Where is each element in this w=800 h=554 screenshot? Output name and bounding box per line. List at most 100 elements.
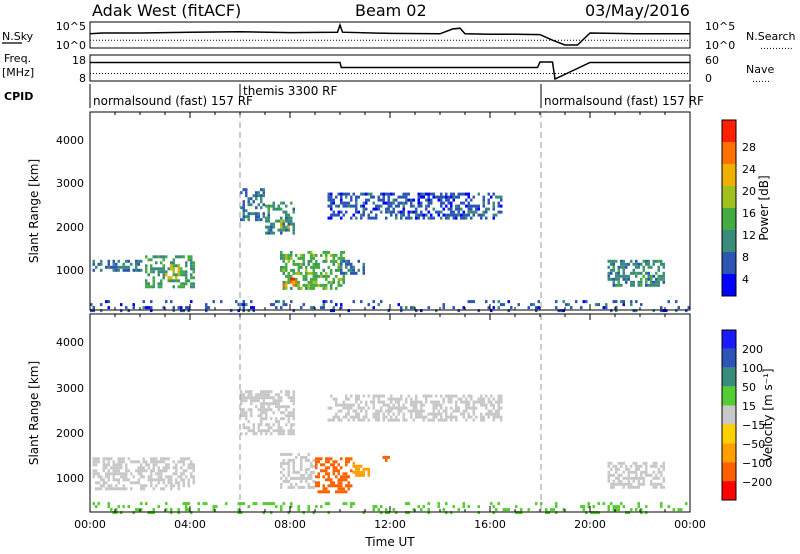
power-cells-cell-482: [347, 259, 350, 263]
power-cells-cell-481: [345, 271, 348, 275]
power-cells-cell-516: [335, 195, 338, 199]
power-cells-cell-173: [242, 218, 245, 222]
power-cells-cell-216: [265, 204, 268, 208]
power-cells-cell-1077: [555, 300, 558, 304]
power-cells-cell-377: [310, 277, 313, 281]
vel-cells-cell-1203: [450, 511, 453, 515]
power-cells-cell-404: [317, 283, 320, 287]
vel-cells-cell-534: [322, 484, 325, 488]
power-cells-cell-647: [407, 198, 410, 202]
vel-cells-cell-1029: [632, 479, 635, 483]
vel-cells-cell-152: [152, 487, 155, 491]
power-cells-cell-628: [397, 210, 400, 214]
power-cells-cell-176: [245, 194, 248, 198]
power-cells-cell-76: [160, 255, 163, 259]
power-cells-cell-598: [382, 201, 385, 205]
power-cells-cell-86: [162, 267, 165, 271]
power-cells-cell-705: [437, 210, 440, 214]
cpid-segment-2: themis 3300 RF: [243, 84, 337, 98]
power-cells-cell-22: [117, 268, 120, 272]
power-cells-cell-949: [92, 309, 95, 313]
vel-cells-cell-700: [365, 403, 368, 407]
vel-cells-cell-68: [117, 460, 120, 464]
power-cells-cell-640: [402, 213, 405, 217]
vel-cells-cell-787: [410, 403, 413, 407]
power-cells-cell-814: [495, 195, 498, 199]
power-cells-cell-618: [392, 201, 395, 205]
power-cells-cell-1061: [492, 306, 495, 310]
vel-cells-cell-424: [292, 411, 295, 415]
power-cells-cell-839: [612, 280, 615, 284]
vel-cells-cell-591: [342, 490, 345, 494]
power-cells-cell-1: [92, 262, 95, 266]
vel-cells-cell-20: [100, 478, 103, 482]
power-cells-cell-889: [637, 271, 640, 275]
vel-cells-cell-666: [347, 406, 350, 410]
power-cells-cell-777: [470, 204, 473, 208]
power-cells-cell-922: [652, 280, 655, 284]
vel-cells-cell-1276: [685, 502, 688, 506]
vel-cells-cell-299: [257, 396, 260, 400]
power-cells-cell-713: [440, 216, 443, 220]
vel-cells-cell-287: [252, 396, 255, 400]
power-cells-cell-108: [175, 273, 178, 277]
power-cells-cell-323: [290, 274, 293, 278]
vel-cells-cell-1107: [140, 502, 143, 506]
power-cells-cell-95: [167, 279, 170, 283]
vel-cells-cell-546: [327, 460, 330, 464]
vel-cells-cell-1239: [585, 511, 588, 515]
vel-cells-cell-32: [105, 463, 108, 467]
power-cells-cell-521: [337, 210, 340, 214]
vel-cells-cell-201: [175, 463, 178, 467]
vel-cells-cell-699: [365, 400, 368, 404]
vel-cells-cell-645: [335, 412, 338, 416]
power-cells-cell-196: [255, 215, 258, 219]
vel-cells-cell-1084: [660, 485, 663, 489]
power-cells-cell-267: [285, 228, 288, 232]
vel-cells-cell-166: [160, 457, 163, 461]
vel-cells-cell-1168: [327, 502, 330, 506]
power-cells-cell-682: [425, 204, 428, 208]
power-cells-cell-755: [460, 201, 463, 205]
power-cells-cell-622: [395, 204, 398, 208]
vel-cells-cell-593: [345, 460, 348, 464]
vel-cells-cell-1090: [662, 485, 665, 489]
power-cells-cell-966: [150, 306, 153, 310]
power-cells-cell-672: [420, 201, 423, 205]
vel-cells-cell-1128: [197, 502, 200, 506]
power-cells-cell-1057: [485, 300, 488, 304]
vel-cells-cell-854: [442, 397, 445, 401]
power-cells-cell-368: [307, 280, 310, 284]
power-cells-cell-743: [455, 195, 458, 199]
vel-cells-cell-248: [240, 396, 243, 400]
power-cells-cell-793: [480, 216, 483, 220]
power-cells-cell-269: [287, 216, 290, 220]
vel-cells-cell-930: [482, 397, 485, 401]
vel-cells-cell-662: [345, 412, 348, 416]
vel-cells-cell-634: [327, 406, 330, 410]
vel-cells-cell-101: [130, 472, 133, 476]
vel-cells-cell-702: [365, 412, 368, 416]
vel-cells-cell-710: [372, 400, 375, 404]
power-cells-cell-407: [320, 274, 323, 278]
power-cells-cell-687: [427, 198, 430, 202]
power-cells-cell-1011: [290, 300, 293, 304]
vel-cells-cell-1211: [490, 502, 493, 506]
vel-cells-cell-1011: [625, 467, 628, 471]
power-cells-cell-321: [290, 256, 293, 260]
power-cells-cell-1092: [602, 306, 605, 310]
power-cells-cell-1044: [415, 309, 418, 313]
vel-cells-cell-1013: [625, 482, 628, 486]
power-cells-cell-627: [397, 204, 400, 208]
vel-cells-cell-764: [397, 400, 400, 404]
power-cells-cell-978: [187, 306, 190, 310]
power-cells-cell-894: [640, 277, 643, 281]
vel-cells-cell-621: [360, 470, 363, 474]
vel-cells-cell-914: [472, 406, 475, 410]
vel-cells-cell-228: [185, 475, 188, 479]
vel-cells-cell-355: [270, 432, 273, 436]
power-cells-cell-519: [337, 192, 340, 196]
power-cells-cell-485: [350, 262, 353, 266]
vel-cells-cell-333: [265, 408, 268, 412]
power-cells-cell-464: [282, 283, 285, 287]
